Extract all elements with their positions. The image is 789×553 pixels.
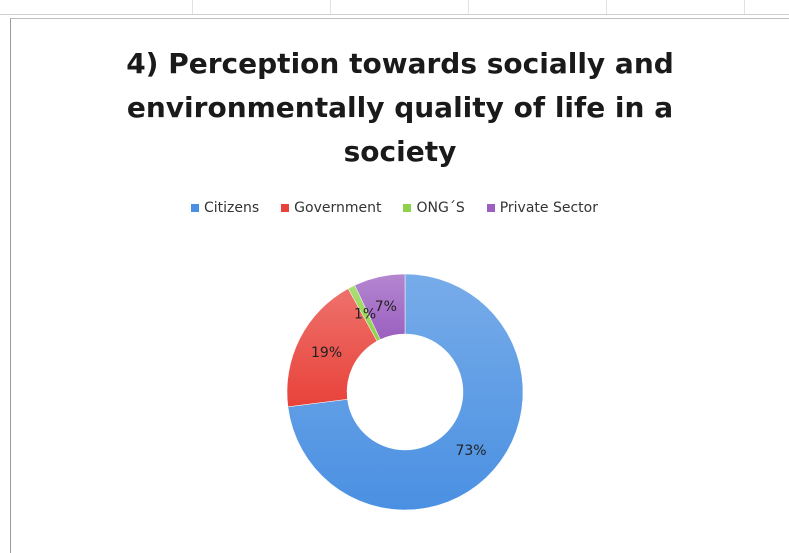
- slice-data-label: 73%: [455, 443, 486, 459]
- legend-item: Private Sector: [486, 200, 598, 216]
- chart-title: 4) Perception towards socially and envir…: [126, 47, 674, 168]
- slice-data-label: 19%: [311, 345, 342, 361]
- legend-label: Citizens: [203, 200, 260, 216]
- legend-item: Government: [281, 200, 381, 216]
- spreadsheet-column-divider: [468, 0, 469, 14]
- spreadsheet-column-divider: [192, 0, 193, 14]
- legend-swatch: [403, 204, 412, 212]
- donut-slice-citizens[interactable]: [287, 273, 524, 511]
- spreadsheet-column-divider: [330, 0, 331, 14]
- legend-item: ONG´S: [403, 200, 465, 216]
- donut-slice-private-sector[interactable]: [354, 273, 406, 340]
- legend-swatch: [190, 204, 199, 212]
- legend-label: Government: [294, 200, 382, 216]
- legend-swatch: [281, 204, 290, 212]
- legend-item: Citizens: [190, 200, 260, 216]
- chart-legend: Citizens Government ONG´S Private Sector: [0, 200, 789, 216]
- slice-data-label: 1%: [354, 307, 376, 323]
- donut-slice-government[interactable]: [286, 288, 378, 408]
- spreadsheet-grid-line: [0, 14, 789, 15]
- legend-label: ONG´S: [416, 200, 465, 216]
- slice-data-label: 7%: [375, 299, 397, 315]
- legend-swatch: [486, 204, 495, 212]
- legend-label: Private Sector: [499, 200, 598, 216]
- spreadsheet-column-divider: [744, 0, 745, 14]
- spreadsheet-column-divider: [606, 0, 607, 14]
